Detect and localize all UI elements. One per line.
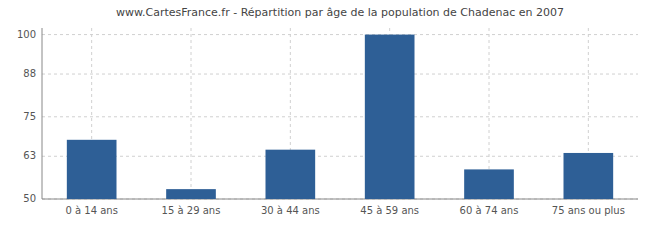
x-tick-label: 75 ans ou plus — [552, 205, 625, 216]
title: www.CartesFrance.fr - Répartition par âg… — [116, 6, 564, 19]
x-tick-label: 60 à 74 ans — [460, 205, 519, 216]
y-grid-line — [42, 156, 638, 157]
bar — [365, 35, 415, 199]
y-axis-line — [42, 28, 43, 199]
y-tick-label: 75 — [23, 111, 36, 122]
y-tick-label: 50 — [23, 193, 36, 204]
x-tick-label: 15 à 29 ans — [162, 205, 221, 216]
x-grid-line — [191, 28, 192, 199]
x-tick-label: 45 à 59 ans — [360, 205, 419, 216]
y-tick-label: 63 — [23, 150, 36, 161]
y-grid-line — [42, 74, 638, 75]
chart-container: 50 63 75 88 100 0 à 14 ans 15 à 29 ans 30 à 44 … — [0, 0, 650, 229]
y-grid-line — [42, 199, 638, 200]
bar — [166, 189, 216, 199]
x-tick-label: 30 à 44 ans — [261, 205, 320, 216]
y-grid-line — [42, 34, 638, 35]
bar — [564, 153, 614, 199]
bar — [266, 150, 316, 199]
x-axis-line — [42, 199, 638, 200]
bar — [464, 169, 514, 199]
grid — [42, 28, 638, 199]
y-tick-label: 88 — [23, 68, 36, 79]
x-tick-label: 0 à 14 ans — [65, 205, 117, 216]
y-tick-label: 100 — [17, 29, 36, 40]
bar — [67, 140, 117, 199]
chart-svg: 50 63 75 88 100 0 à 14 ans 15 à 29 ans 30 à 44 … — [0, 0, 650, 229]
axes: 50 63 75 88 100 0 à 14 ans 15 à 29 ans 30 à 44 … — [17, 28, 638, 216]
y-grid-line — [42, 116, 638, 117]
bars — [67, 35, 613, 199]
